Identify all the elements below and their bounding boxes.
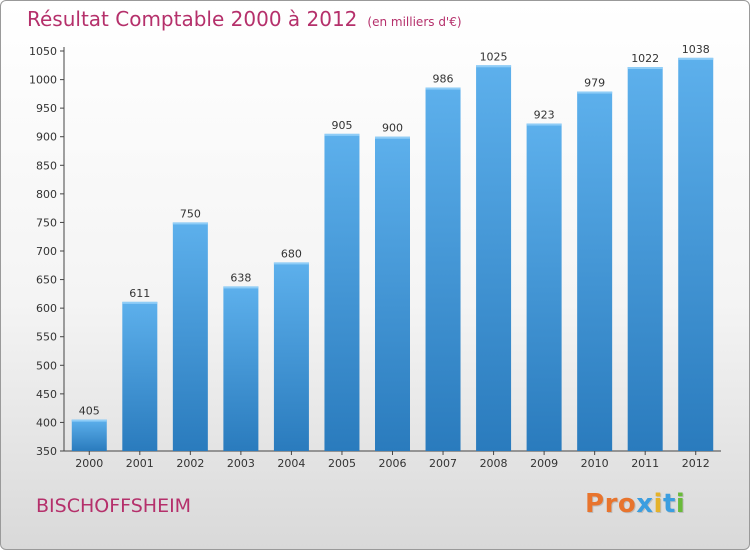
y-tick-label: 600 <box>36 302 57 315</box>
value-labels: 405 611 750 638 680 905 900 986 1025 923 979 1022 10… <box>79 43 710 418</box>
bar-value-label: 986 <box>433 73 454 86</box>
bar-value-label: 1025 <box>480 50 508 63</box>
y-tick-label: 650 <box>36 274 57 287</box>
bar-highlight <box>223 286 259 289</box>
x-tick-label: 2006 <box>379 457 407 470</box>
y-tick-label: 900 <box>36 131 57 144</box>
bar <box>273 262 309 451</box>
logo-letter: t <box>662 489 676 519</box>
bar <box>678 57 714 451</box>
y-tick-label: 1000 <box>29 74 57 87</box>
x-tick-label: 2012 <box>682 457 710 470</box>
chart-title: Résultat Comptable 2000 à 2012 (en millie… <box>27 7 462 31</box>
bar-value-label: 611 <box>129 287 150 300</box>
logo-letter: P <box>585 489 605 519</box>
logo-letter: r <box>604 489 618 519</box>
bar <box>526 123 562 452</box>
x-tick-label: 2000 <box>75 457 103 470</box>
y-tick-label: 850 <box>36 159 57 172</box>
x-tick-label: 2005 <box>328 457 356 470</box>
bar-highlight <box>627 67 663 69</box>
logo-letter: x <box>636 489 654 519</box>
bar <box>627 67 663 451</box>
y-tick-label: 450 <box>36 388 57 401</box>
bar-value-label: 680 <box>281 247 302 260</box>
bar-highlight <box>324 133 360 136</box>
bar-value-label: 638 <box>230 271 251 284</box>
bar-value-label: 905 <box>331 119 352 132</box>
bar-value-label: 405 <box>79 405 100 418</box>
logo-letter: i <box>653 489 663 519</box>
x-tick-label: 2002 <box>176 457 204 470</box>
bar-highlight <box>476 65 512 68</box>
x-tick-label: 2010 <box>581 457 609 470</box>
chart-unit: (en milliers d'€) <box>367 15 462 29</box>
city-name: BISCHOFFSHEIM <box>36 495 192 517</box>
bar <box>425 87 461 452</box>
axes: 350 400 450 500 550 600 650 700 750 800 850 900 950 1… <box>29 45 721 470</box>
y-tick-label: 800 <box>36 188 57 201</box>
bar-highlight <box>71 419 107 422</box>
y-tick-label: 400 <box>36 416 57 429</box>
bar-highlight <box>526 123 562 126</box>
bar-value-label: 750 <box>180 207 201 220</box>
bar <box>223 286 259 451</box>
y-tick-label: 500 <box>36 359 57 372</box>
x-tick-label: 2007 <box>429 457 457 470</box>
x-tick-label: 2001 <box>126 457 154 470</box>
bars <box>71 57 714 452</box>
y-tick-label: 550 <box>36 331 57 344</box>
y-tick-label: 950 <box>36 102 57 115</box>
logo-letter: o <box>617 489 637 519</box>
chart-title-text: Résultat Comptable 2000 à 2012 <box>27 7 358 31</box>
bar-highlight <box>273 262 309 265</box>
bar-highlight <box>678 57 714 60</box>
bar <box>172 222 208 451</box>
bar-highlight <box>172 222 208 225</box>
x-tick-label: 2011 <box>631 457 659 470</box>
bar-highlight <box>425 87 461 90</box>
bar <box>122 301 158 451</box>
bar-value-label: 1038 <box>682 43 710 56</box>
x-tick-label: 2004 <box>277 457 305 470</box>
bar <box>375 136 410 451</box>
bar <box>71 419 107 451</box>
bar <box>324 133 360 451</box>
logo-letter: i <box>675 489 686 519</box>
y-tick-label: 350 <box>36 445 57 458</box>
bar-highlight <box>577 91 613 94</box>
x-tick-label: 2009 <box>530 457 558 470</box>
y-tick-label: 750 <box>36 216 57 229</box>
x-tick-label: 2003 <box>227 457 255 470</box>
bar-value-label: 979 <box>584 77 605 90</box>
x-tick-label: 2008 <box>480 457 508 470</box>
y-tick-label: 1050 <box>29 45 57 58</box>
bar <box>476 65 512 452</box>
bar-value-label: 923 <box>534 109 555 122</box>
proxiti-logo: Proxiti <box>585 489 685 519</box>
bar-value-label: 900 <box>382 122 403 135</box>
bar-highlight <box>375 136 410 139</box>
bar <box>577 91 613 452</box>
bar-highlight <box>122 301 158 304</box>
y-tick-label: 700 <box>36 245 57 258</box>
bar-value-label: 1022 <box>631 52 659 65</box>
